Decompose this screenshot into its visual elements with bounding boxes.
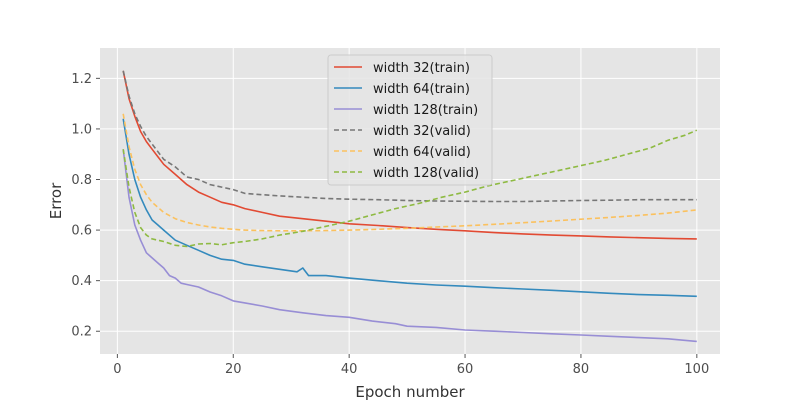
legend-box	[327, 54, 493, 186]
x-axis-label: Epoch number	[355, 383, 465, 400]
y-tick-label: 1.0	[71, 122, 92, 137]
x-tick-label: 60	[457, 362, 474, 377]
legend-label: width 64(valid)	[373, 145, 471, 160]
series-line-2	[122, 118, 697, 298]
legend: width 32(train) width 64(train) width 128(…	[327, 54, 493, 186]
y-tick-label: 0.4	[71, 274, 92, 289]
y-tick-label: 0.6	[71, 224, 92, 239]
series-line-5	[122, 113, 697, 232]
legend-label: width 64(train)	[373, 82, 470, 97]
y-tick-label: 0.8	[71, 173, 92, 188]
y-axis-label: Error	[47, 182, 65, 219]
legend-label: width 32(valid)	[373, 124, 471, 139]
legend-label: width 32(train)	[373, 61, 470, 76]
axis-ticks: 0 20 40 60 80 100 0.2 0.4 0.6 0.8 1.0 1.2	[71, 72, 709, 377]
series-line-1	[122, 70, 697, 240]
y-tick-label: 1.2	[71, 72, 92, 87]
x-tick-label: 40	[341, 362, 358, 377]
y-tick-label: 0.2	[71, 325, 92, 340]
x-tick-label: 80	[573, 362, 590, 377]
legend-label: width 128(train)	[373, 103, 478, 118]
legend-label: width 128(valid)	[373, 166, 479, 181]
x-tick-label: 0	[113, 362, 121, 377]
x-tick-label: 100	[684, 362, 709, 377]
series-line-4	[122, 70, 697, 203]
series-line-6	[122, 129, 698, 248]
x-tick-label: 20	[225, 362, 242, 377]
series-line-3	[122, 149, 697, 343]
series-lines	[122, 70, 698, 343]
